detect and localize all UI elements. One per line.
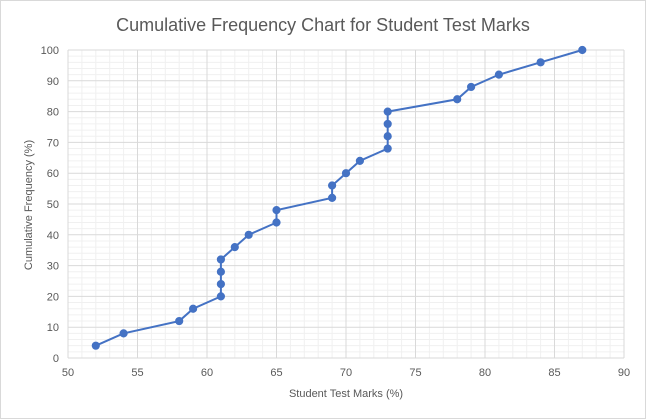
x-tick-label: 65	[270, 367, 282, 379]
chart-title: Cumulative Frequency Chart for Student T…	[116, 15, 530, 35]
data-point	[383, 107, 392, 116]
x-tick-label: 50	[62, 367, 74, 379]
y-tick-label: 10	[47, 322, 59, 334]
y-tick-label: 90	[47, 76, 59, 88]
data-point	[189, 304, 198, 313]
x-tick-label: 80	[479, 367, 491, 379]
x-axis-ticks: 50 55 60 65 70 75 80 85 90	[62, 367, 630, 379]
y-tick-label: 70	[47, 137, 59, 149]
x-tick-label: 85	[548, 367, 560, 379]
y-tick-label: 30	[47, 261, 59, 273]
data-point	[230, 243, 239, 252]
data-points	[91, 45, 587, 350]
data-point	[272, 218, 281, 227]
data-point	[216, 267, 225, 276]
y-tick-label: 50	[47, 199, 59, 211]
data-point	[216, 255, 225, 264]
y-tick-label: 100	[41, 45, 59, 57]
data-point	[578, 45, 587, 55]
data-point	[341, 169, 351, 178]
data-point	[467, 82, 476, 92]
data-point	[536, 58, 545, 67]
x-axis-title: Student Test Marks (%)	[289, 388, 403, 400]
data-point	[355, 156, 364, 165]
data-point	[244, 230, 253, 239]
data-point	[91, 341, 100, 350]
data-point	[328, 193, 337, 202]
y-tick-label: 20	[47, 291, 59, 303]
y-axis-title: Cumulative Frequency (%)	[23, 140, 35, 270]
data-point	[328, 181, 337, 190]
x-tick-label: 90	[618, 367, 630, 379]
y-tick-label: 40	[47, 230, 59, 242]
data-point	[383, 144, 392, 153]
data-point	[216, 279, 225, 289]
data-point	[216, 292, 225, 301]
data-point	[383, 119, 392, 129]
data-point	[383, 132, 392, 141]
y-tick-label: 80	[47, 107, 59, 119]
x-tick-label: 75	[409, 367, 421, 379]
data-point	[494, 70, 503, 79]
x-tick-label: 70	[340, 367, 352, 379]
x-tick-label: 55	[131, 367, 143, 379]
major-gridlines	[67, 49, 625, 359]
y-tick-label: 60	[47, 168, 59, 180]
x-tick-label: 60	[201, 367, 213, 379]
data-point	[175, 316, 184, 326]
y-tick-label: 0	[53, 353, 59, 365]
data-point	[272, 206, 281, 215]
y-axis-ticks: 0 10 20 30 40 50 60 70 80 90 100	[41, 45, 59, 365]
data-point	[119, 329, 128, 338]
data-point	[453, 95, 462, 104]
